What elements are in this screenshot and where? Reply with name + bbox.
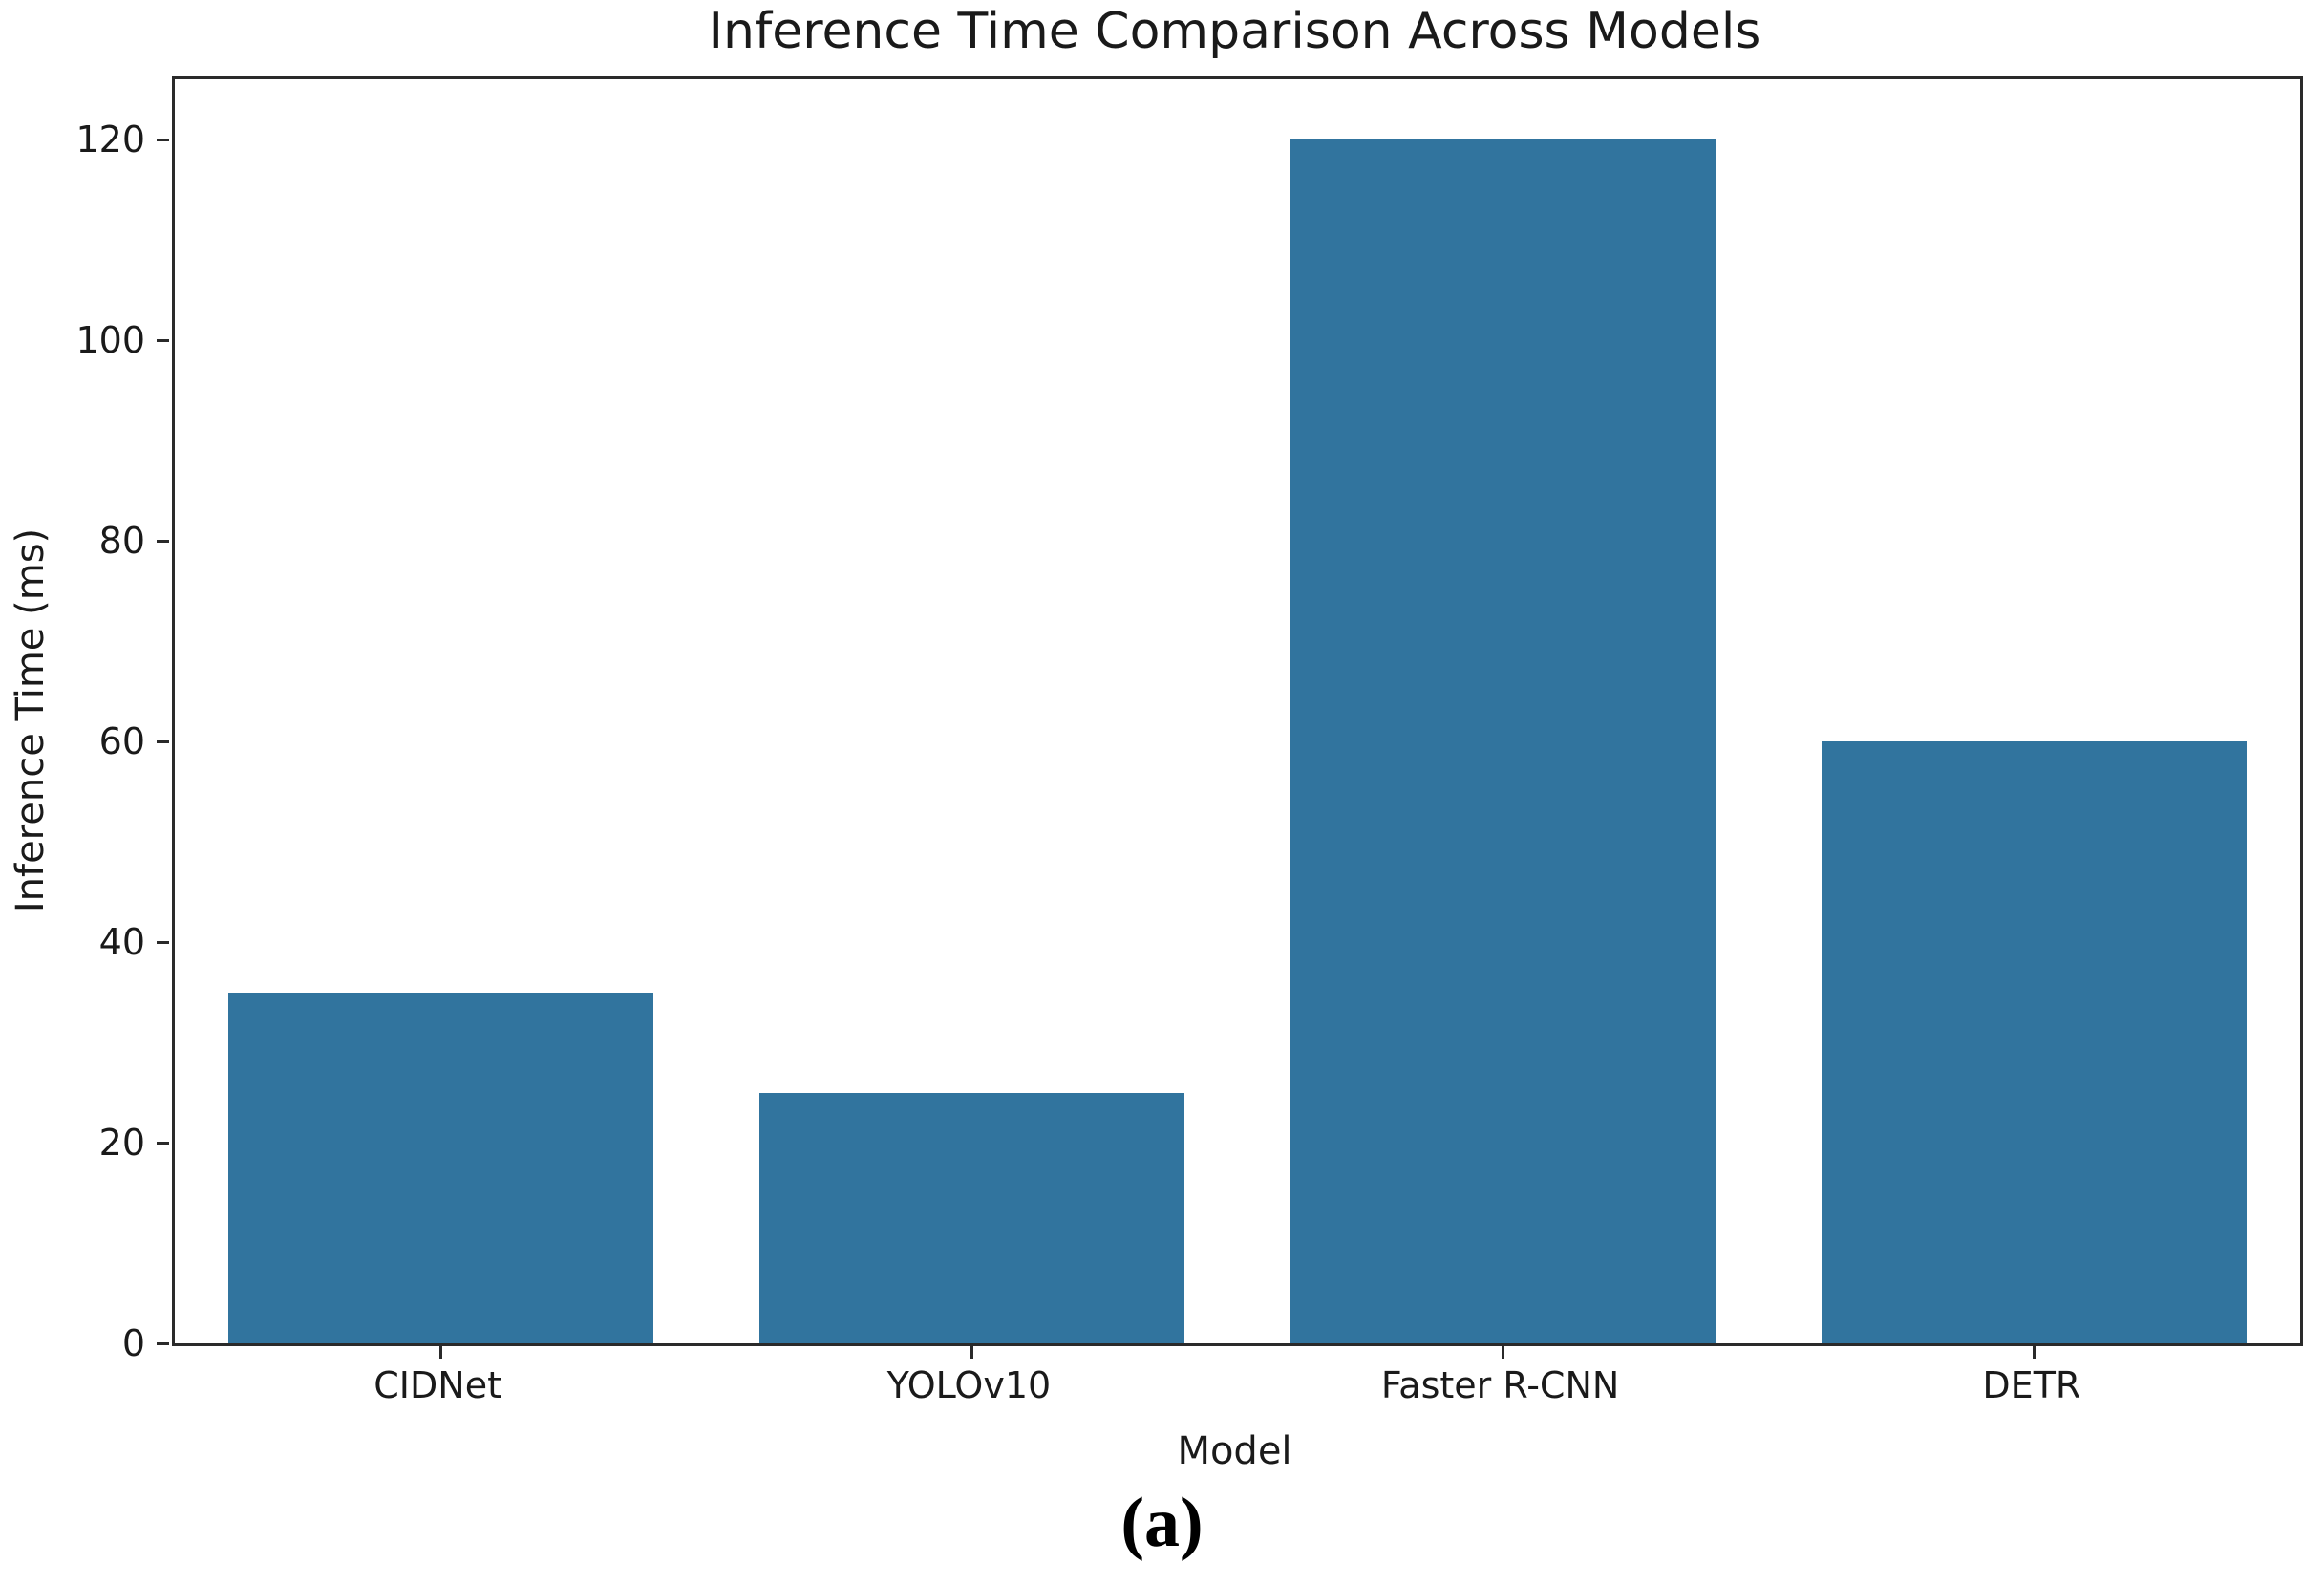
y-tick-label: 120 xyxy=(75,118,145,161)
y-tick-label: 80 xyxy=(98,520,145,562)
subfigure-caption: (a) xyxy=(1120,1484,1204,1562)
y-tick-label: 40 xyxy=(98,921,145,963)
y-tick-mark xyxy=(157,1341,169,1345)
y-tick-label: 100 xyxy=(75,319,145,361)
y-tick-mark xyxy=(157,539,169,543)
y-tick-mark xyxy=(157,940,169,944)
y-tick-mark xyxy=(157,338,169,342)
y-tick-label: 0 xyxy=(121,1322,145,1364)
y-tick-mark xyxy=(157,1141,169,1145)
x-axis-label: Model xyxy=(1177,1429,1292,1473)
bar-yolov10 xyxy=(758,1092,1184,1343)
x-tick-mark xyxy=(1502,1346,1505,1359)
y-tick-mark xyxy=(157,138,169,141)
x-tick-mark xyxy=(2033,1346,2036,1359)
y-tick-label: 20 xyxy=(98,1122,145,1164)
x-tick-label: CIDNet xyxy=(373,1364,501,1406)
x-tick-label: DETR xyxy=(1982,1364,2081,1406)
bar-cidnet xyxy=(227,992,653,1343)
y-tick-mark xyxy=(157,739,169,743)
chart-title: Inference Time Comparison Across Models xyxy=(708,3,1761,60)
x-tick-mark xyxy=(438,1346,442,1359)
x-tick-label: Faster R-CNN xyxy=(1380,1364,1620,1406)
x-tick-label: YOLOv10 xyxy=(886,1364,1052,1406)
y-tick-label: 60 xyxy=(98,720,145,762)
bar-faster-r-cnn xyxy=(1290,139,1716,1343)
plot-area xyxy=(172,76,2303,1346)
bar-detr xyxy=(1822,741,2248,1343)
x-tick-mark xyxy=(970,1346,973,1359)
